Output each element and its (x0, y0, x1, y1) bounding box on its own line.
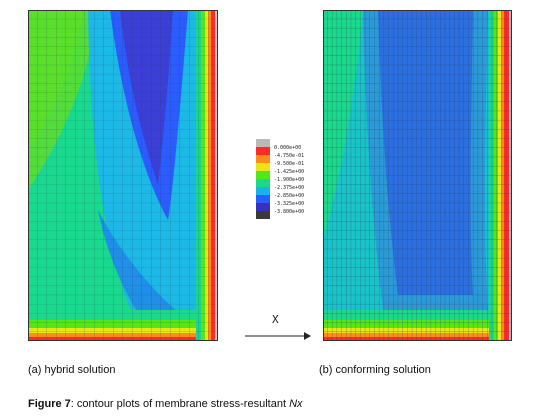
legend-swatch (256, 203, 270, 211)
x-axis-label: X (272, 313, 279, 326)
legend-value: -1.425e+00 (274, 169, 304, 175)
legend-swatch (256, 155, 270, 163)
legend-swatch (256, 195, 270, 203)
figure-caption-text: : contour plots of membrane stress-resul… (70, 398, 290, 410)
legend-swatch (256, 139, 270, 147)
figure-caption: Figure 7: contour plots of membrane stre… (28, 398, 303, 410)
caption-conforming: (b) conforming solution (319, 364, 431, 376)
legend-swatch (256, 147, 270, 155)
figure-caption-symbol: Nx (289, 398, 303, 410)
legend-value: -1.900e+00 (274, 177, 304, 183)
legend-swatch (256, 211, 270, 219)
legend-value: -2.375e+00 (274, 185, 304, 191)
color-legend: 0.000e+00 -4.750e-01 -9.500e-01 -1.425e+00 -… (256, 139, 322, 219)
legend-swatch (256, 179, 270, 187)
x-direction-arrow-icon (245, 332, 311, 340)
legend-swatch (256, 171, 270, 179)
legend-value: -3.325e+00 (274, 201, 304, 207)
legend-swatch (256, 163, 270, 171)
contour-plot-conforming (323, 10, 512, 341)
legend-swatch (256, 187, 270, 195)
legend-value: -3.800e+00 (274, 209, 304, 215)
legend-value: -4.750e-01 (274, 153, 304, 159)
caption-hybrid: (a) hybrid solution (28, 364, 116, 376)
legend-value: -9.500e-01 (274, 161, 304, 167)
legend-value: -2.850e+00 (274, 193, 304, 199)
contour-plot-hybrid (28, 10, 218, 341)
figure-label: Figure 7 (28, 398, 71, 410)
legend-value: 0.000e+00 (274, 145, 301, 151)
